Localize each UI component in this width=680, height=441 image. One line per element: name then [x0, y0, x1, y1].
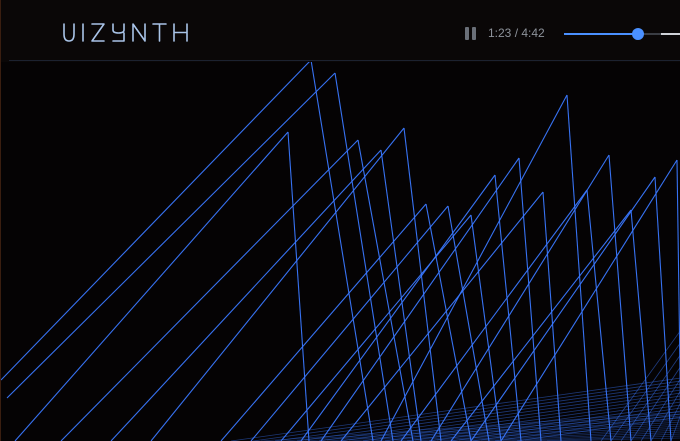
- visualizer-line: [630, 366, 680, 441]
- visualizer-line: [110, 149, 382, 441]
- visualizer-line: [274, 383, 680, 441]
- visualizer-line: [472, 410, 680, 441]
- pause-button[interactable]: [462, 25, 478, 43]
- visualizer-line: [470, 214, 502, 441]
- vizynth-wordmark-icon: [63, 23, 188, 42]
- visualizer-line: [676, 159, 680, 410]
- visualizer-line: [340, 191, 544, 441]
- visualizer-line: [1, 62, 310, 381]
- visualizer-line: [500, 159, 678, 441]
- visualizer-line: [282, 413, 680, 441]
- visualizer-line: [220, 203, 427, 441]
- pause-icon: [465, 27, 469, 40]
- visualizer-line: [380, 149, 422, 441]
- visualizer-line: [250, 205, 449, 441]
- seek-buffer-fill: [661, 33, 680, 35]
- visualizer-line: [384, 398, 680, 441]
- visualizer-line: [357, 139, 414, 441]
- time-display: 1:23 / 4:42: [488, 26, 545, 40]
- visualizer-line: [586, 189, 612, 441]
- visualizer-line: [392, 423, 680, 441]
- visualizer-line: [326, 417, 680, 441]
- visualizer-line: [425, 203, 472, 441]
- visualizer-line: [318, 389, 680, 441]
- visualizer-line: [608, 154, 632, 441]
- visualizer-line: [60, 139, 359, 441]
- visualizer-line: [300, 174, 496, 441]
- visualizer-line: [403, 127, 442, 441]
- visualizer-line: [252, 380, 680, 441]
- visualizer-line: [650, 390, 680, 441]
- visualizer-line: [620, 354, 680, 441]
- visualizer-line: [518, 157, 542, 441]
- visualizer-line: [334, 72, 394, 441]
- visualizer-line: [494, 174, 522, 441]
- visualizer-line: [436, 427, 680, 441]
- visualizer-line: [280, 214, 472, 441]
- visualizer-line: [470, 176, 656, 441]
- audio-visualizer-canvas: [1, 62, 680, 441]
- visualizer-line: [670, 415, 680, 441]
- visualizer-line: [340, 392, 680, 441]
- top-bar: VIZYNTH: [1, 0, 680, 62]
- visualizer-line: [150, 127, 405, 441]
- seek-slider[interactable]: [564, 27, 680, 41]
- visualizer-line: [494, 413, 680, 441]
- visualizer-line: [310, 62, 374, 441]
- seek-thumb[interactable]: [632, 28, 644, 40]
- visualizer-line: [660, 403, 680, 441]
- visualizer-line: [542, 191, 562, 441]
- visualizer-line: [230, 377, 680, 441]
- visualizer-line: [640, 378, 680, 441]
- visualizer-line: [287, 131, 310, 441]
- visualizer-line: [400, 189, 588, 441]
- visualizer-line: [428, 404, 680, 441]
- visualizer-line: [430, 154, 610, 441]
- pause-icon-bar: [472, 27, 476, 40]
- visualizer-line: [414, 425, 680, 441]
- visualizer-line: [480, 431, 680, 441]
- visualizer-line: [304, 415, 680, 441]
- visualizer-line: [260, 411, 680, 441]
- seek-progress-fill: [564, 33, 638, 35]
- visualizer-line: [610, 342, 680, 441]
- visualizer-line: [6, 72, 336, 399]
- header-divider: [9, 60, 680, 61]
- visualizer-line: [502, 433, 680, 441]
- visualizer-line: [566, 94, 592, 441]
- visualizer-line: [406, 401, 680, 441]
- visualizer-line: [320, 157, 520, 441]
- visualizer-line: [370, 421, 680, 441]
- visualizer-line: [458, 429, 680, 441]
- visualizer-line: [654, 176, 672, 441]
- visualizer-line: [348, 419, 680, 441]
- visualizer-line: [450, 209, 632, 441]
- visualizer-line: [600, 330, 680, 441]
- visualizer-line: [450, 407, 680, 441]
- vizynth-logo: VIZYNTH: [62, 14, 212, 48]
- visualizer-line: [380, 94, 568, 441]
- visualizer-line: [14, 131, 289, 441]
- visualizer-line: [296, 386, 680, 441]
